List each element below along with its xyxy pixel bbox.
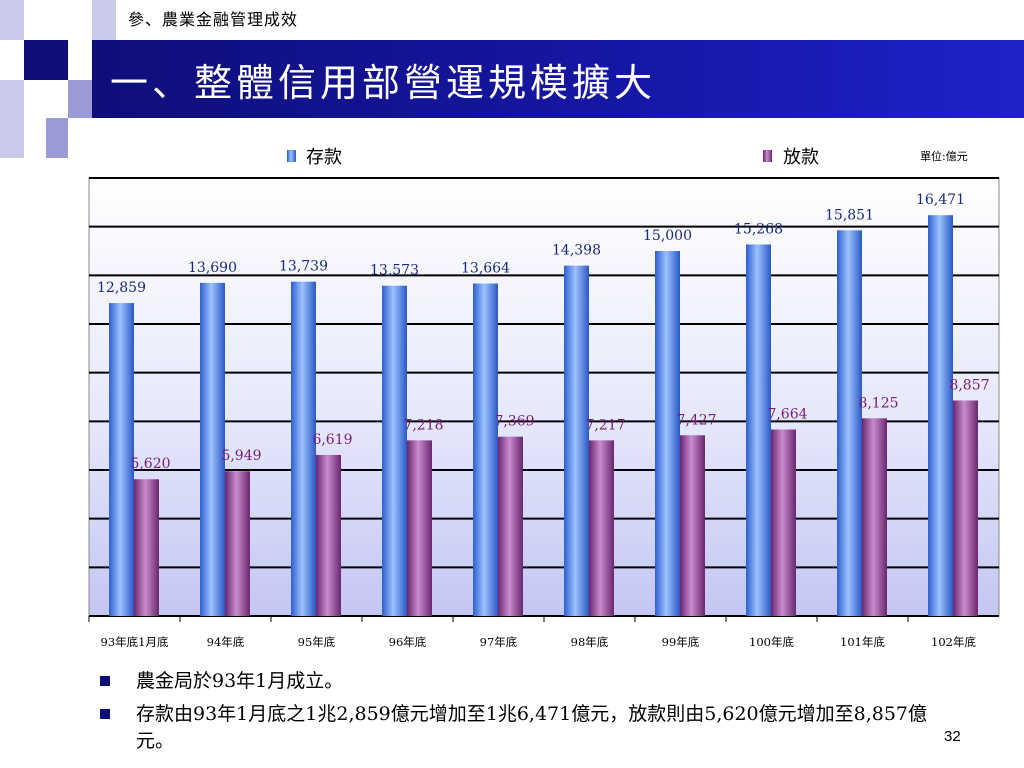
- bar-deposit: [200, 282, 225, 616]
- x-tick-label: 102年底: [931, 635, 976, 649]
- bar-deposit: [109, 303, 134, 616]
- bar-loan: [862, 418, 887, 616]
- data-label-loan: 7,218: [403, 417, 443, 433]
- bullet-list: 農金局於93年1月成立。 存款由93年1月底之1兆2,859億元增加至1兆6,4…: [100, 668, 930, 761]
- deco-square: [0, 0, 24, 40]
- bar-loan: [680, 435, 705, 616]
- bar-loan: [498, 436, 523, 616]
- bullet-text: 存款由93年1月底之1兆2,859億元增加至1兆6,471億元，放款則由5,62…: [136, 703, 928, 752]
- unit-label: 單位:億元: [920, 149, 968, 163]
- bar-deposit: [473, 283, 498, 616]
- data-label-deposit: 15,000: [643, 228, 692, 244]
- deco-square: [46, 118, 68, 158]
- bar-deposit: [564, 265, 589, 616]
- bar-loan: [589, 440, 614, 616]
- data-label-deposit: 14,398: [552, 243, 601, 259]
- section-label: 參、農業金融管理成效: [128, 10, 299, 29]
- bar-loan: [316, 454, 341, 616]
- data-label-deposit: 13,690: [188, 260, 237, 276]
- data-label-loan: 5,620: [130, 456, 170, 472]
- data-label-deposit: 13,664: [461, 261, 510, 277]
- title-bar: [92, 40, 1024, 118]
- data-label-deposit: 13,739: [279, 259, 328, 275]
- bullet-item: 存款由93年1月底之1兆2,859億元增加至1兆6,471億元，放款則由5,62…: [100, 701, 930, 755]
- x-tick-label: 100年底: [749, 635, 794, 649]
- legend-label-deposit: 存款: [306, 147, 342, 168]
- deco-square: [92, 0, 116, 40]
- data-label-deposit: 16,471: [916, 192, 965, 208]
- bullet-marker: [100, 676, 110, 686]
- bar-deposit: [837, 230, 862, 616]
- data-label-loan: 8,857: [949, 377, 989, 393]
- x-tick-label: 94年底: [207, 635, 245, 649]
- x-tick-label: 95年底: [298, 635, 336, 649]
- bar-deposit: [928, 215, 953, 616]
- legend-label-loan: 放款: [783, 147, 819, 168]
- data-label-loan: 7,217: [585, 417, 625, 433]
- data-label-loan: 7,369: [494, 414, 534, 430]
- bar-loan: [407, 440, 432, 616]
- data-label-loan: 7,664: [767, 407, 807, 423]
- data-label-loan: 6,619: [312, 432, 352, 448]
- data-label-deposit: 12,859: [97, 280, 146, 296]
- x-tick-label: 96年底: [389, 635, 427, 649]
- data-label-deposit: 13,573: [370, 263, 419, 279]
- bar-deposit: [291, 281, 316, 616]
- legend-swatch-loan: [763, 150, 772, 162]
- bar-loan: [225, 471, 250, 616]
- bullet-marker: [100, 709, 110, 719]
- bar-loan: [953, 400, 978, 616]
- bar-loan: [771, 429, 796, 616]
- slide-title: 一、整體信用部營運規模擴大: [110, 61, 657, 105]
- x-tick-label: 99年底: [662, 635, 700, 649]
- data-label-loan: 7,427: [676, 412, 716, 428]
- deco-square: [24, 40, 68, 80]
- bar-deposit: [746, 244, 771, 616]
- data-label-loan: 8,125: [858, 395, 898, 411]
- x-tick-label: 101年底: [840, 635, 885, 649]
- deco-square: [68, 80, 92, 118]
- bar-chart: 12,859 5,620 13,690 5,949 13,739 6,619 13,573 7…: [88, 147, 1000, 649]
- bar-loan: [134, 479, 159, 616]
- bar-deposit: [382, 285, 407, 616]
- bar-deposit: [655, 251, 680, 616]
- page-number: 32: [944, 728, 961, 745]
- bullet-item: 農金局於93年1月成立。: [100, 668, 930, 695]
- x-tick-label: 93年底1月底: [101, 635, 169, 649]
- legend-swatch-deposit: [287, 150, 296, 162]
- data-label-deposit: 15,851: [825, 207, 874, 223]
- deco-square: [0, 80, 24, 158]
- bullet-text: 農金局於93年1月成立。: [136, 670, 344, 692]
- data-label-loan: 5,949: [221, 448, 261, 464]
- x-tick-label: 98年底: [571, 635, 609, 649]
- data-label-deposit: 15,268: [734, 221, 783, 237]
- x-tick-label: 97年底: [480, 635, 518, 649]
